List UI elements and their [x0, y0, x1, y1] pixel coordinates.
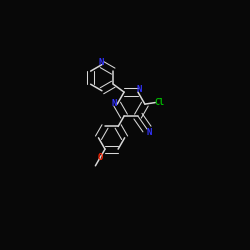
Text: N: N	[112, 99, 117, 108]
Text: N: N	[137, 85, 142, 94]
Text: N: N	[147, 128, 152, 137]
Text: O: O	[97, 153, 103, 162]
Text: N: N	[99, 58, 104, 67]
Text: Cl: Cl	[154, 98, 164, 107]
